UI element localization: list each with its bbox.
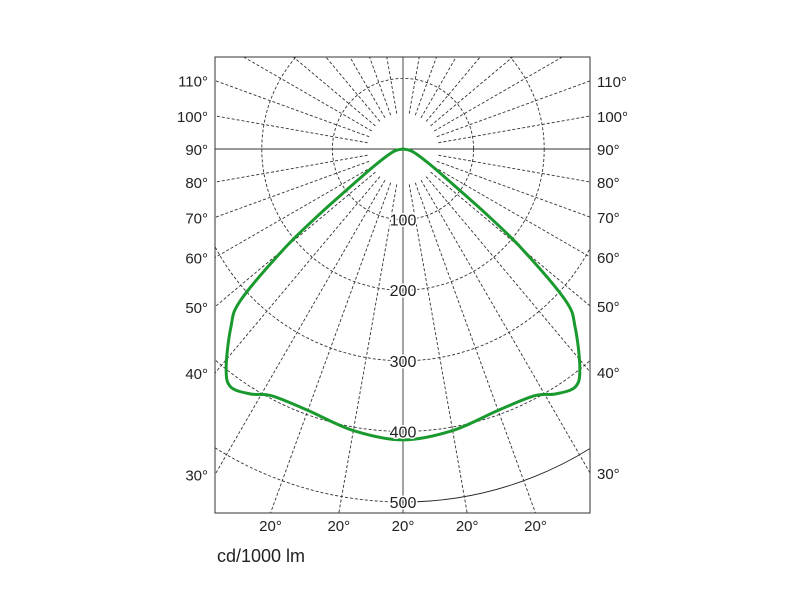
angle-label-left: 60° [185, 251, 208, 268]
angle-label-left: 30° [185, 468, 208, 485]
angle-label-left: 100° [177, 109, 208, 126]
radial-line-10 [408, 184, 468, 513]
angle-label-right: 90° [597, 142, 620, 159]
radial-line-80 [438, 154, 590, 183]
unit-label: cd/1000 lm [217, 546, 306, 566]
angle-label-right: 50° [597, 299, 620, 316]
radial-line-20 [414, 182, 536, 513]
radial-line-150 [420, 57, 457, 119]
radial-line-260 [215, 115, 368, 144]
ring-label-100: 100 [390, 213, 417, 230]
ring-500-solid-arc [402, 447, 590, 503]
angle-label-left: 70° [185, 210, 208, 227]
angle-label-right: 110° [597, 74, 627, 91]
angle-label-bottom: 20° [524, 518, 547, 535]
radial-line-320 [215, 176, 381, 374]
radial-line-210 [349, 57, 386, 119]
angle-label-right: 40° [597, 365, 620, 382]
angle-label-bottom: 20° [392, 518, 415, 535]
angle-label-left: 110° [178, 74, 208, 91]
angle-label-right: 60° [597, 250, 620, 267]
radial-line-160 [414, 57, 437, 116]
radial-line-230 [293, 57, 376, 127]
angle-label-left: 90° [185, 142, 208, 159]
radial-line-120 [433, 57, 563, 132]
angle-label-bottom: 20° [327, 518, 350, 535]
ring-label-400: 400 [390, 424, 417, 441]
radial-line-100 [438, 115, 590, 144]
radial-line-220 [325, 57, 381, 122]
angle-label-left: 50° [185, 300, 208, 317]
ring-label-200: 200 [390, 283, 417, 300]
radial-line-240 [243, 57, 373, 132]
plot-frame [214, 56, 591, 514]
angle-label-right: 100° [597, 109, 628, 126]
radial-line-280 [215, 154, 368, 183]
ring-label-300: 300 [390, 354, 417, 371]
radial-line-310 [215, 171, 376, 308]
radial-line-250 [215, 80, 370, 138]
intensity-curve [224, 147, 582, 442]
angle-label-right: 30° [597, 466, 620, 483]
angle-label-right: 70° [597, 210, 620, 227]
radial-line-60 [433, 166, 590, 258]
angle-label-bottom: 20° [259, 518, 282, 535]
ring-label-500: 500 [390, 495, 417, 512]
radial-line-340 [270, 182, 392, 513]
radial-line-190 [386, 57, 398, 114]
radial-line-130 [430, 57, 513, 127]
radial-line-200 [369, 57, 392, 116]
angle-label-right: 80° [597, 175, 620, 192]
radial-line-170 [408, 57, 420, 114]
angle-label-bottom: 20° [456, 518, 479, 535]
radial-line-300 [215, 166, 373, 258]
radial-line-350 [338, 184, 398, 513]
angle-label-left: 40° [185, 366, 208, 383]
radial-line-70 [436, 160, 590, 218]
radial-line-290 [215, 160, 370, 218]
radial-line-140 [425, 57, 481, 122]
radial-line-40 [425, 176, 590, 373]
radial-line-330 [215, 179, 386, 475]
radial-line-110 [436, 80, 590, 138]
angle-label-left: 80° [185, 175, 208, 192]
radial-line-30 [420, 179, 590, 474]
